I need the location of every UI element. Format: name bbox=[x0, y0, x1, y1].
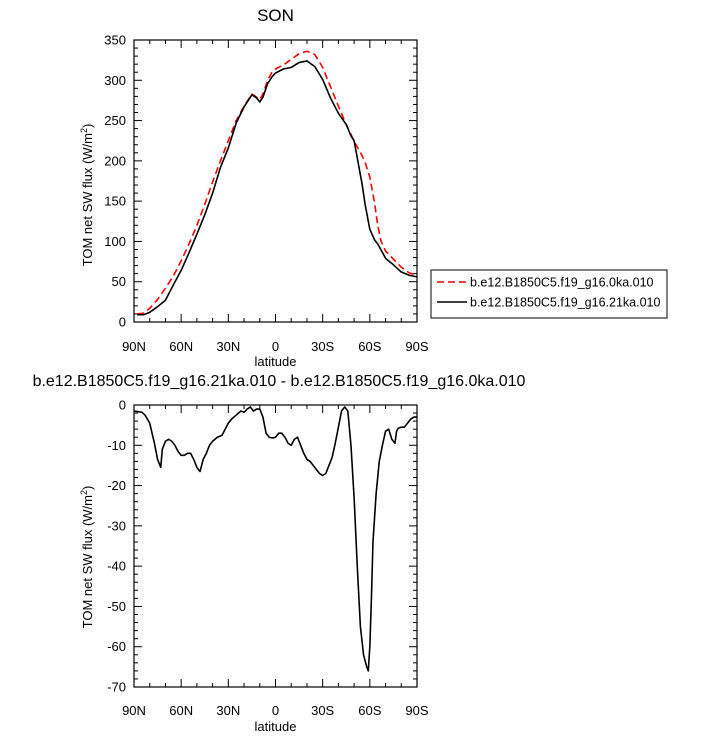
x-tick-label: 30N bbox=[216, 339, 240, 354]
y-tick-label: 350 bbox=[104, 33, 126, 48]
x-tick-label: 30S bbox=[311, 339, 334, 354]
y-tick-label: 300 bbox=[104, 73, 126, 88]
legend-label-2: b.e12.B1850C5.f19_g16.21ka.010 bbox=[470, 296, 660, 310]
y-tick-label: -30 bbox=[107, 518, 126, 533]
x-tick-label: 60N bbox=[169, 703, 193, 718]
x-tick-label: 0 bbox=[272, 703, 279, 718]
x-tick-label: 90S bbox=[405, 703, 428, 718]
y-tick-label: -10 bbox=[107, 438, 126, 453]
y-axis-label-main: TOM net SW flux (W/m bbox=[80, 495, 95, 628]
y-tick-label: -20 bbox=[107, 478, 126, 493]
legend-box bbox=[430, 269, 668, 319]
x-tick-label: 90S bbox=[405, 339, 428, 354]
y-tick-label: -40 bbox=[107, 559, 126, 574]
x-tick-label: 60N bbox=[169, 339, 193, 354]
y-axis-label: TOM net SW flux (W/m2) bbox=[79, 124, 95, 267]
plot-frame bbox=[133, 404, 418, 688]
y-tick-label: -50 bbox=[107, 599, 126, 614]
y-tick-label: -60 bbox=[107, 639, 126, 654]
y-tick-label: -70 bbox=[107, 680, 126, 695]
chart-1: SON 90N 60N 30N 0 30S 60S 90S 0 50 100 150 200 250 300… bbox=[79, 6, 668, 369]
chart-2: b.e12.B1850C5.f19_g16.21ka.010 - b.e12.B… bbox=[33, 373, 526, 734]
y-tick-label: 200 bbox=[104, 153, 126, 168]
plot-frame bbox=[133, 39, 418, 323]
y-axis-label-close: ) bbox=[80, 124, 95, 128]
legend-label-1: b.e12.B1850C5.f19_g16.0ka.010 bbox=[470, 276, 654, 290]
y-axis-label-main: TOM net SW flux (W/m bbox=[80, 133, 95, 266]
y-axis-label-superscript: 2 bbox=[79, 128, 89, 133]
x-axis-label: latitude bbox=[255, 354, 297, 369]
y-axis-label: TOM net SW flux (W/m2) bbox=[79, 486, 95, 629]
x-tick-label: 90N bbox=[122, 339, 146, 354]
y-tick-label: 0 bbox=[119, 398, 126, 413]
x-axis-label: latitude bbox=[255, 719, 297, 734]
y-tick-label: 100 bbox=[104, 234, 126, 249]
y-axis-label-superscript: 2 bbox=[79, 490, 89, 495]
x-tick-label: 0 bbox=[272, 339, 279, 354]
x-tick-label: 30N bbox=[216, 703, 240, 718]
y-axis-label-close: ) bbox=[80, 486, 95, 490]
y-tick-label: 50 bbox=[112, 274, 126, 289]
y-tick-label: 250 bbox=[104, 113, 126, 128]
chart-title: b.e12.B1850C5.f19_g16.21ka.010 - b.e12.B… bbox=[33, 373, 526, 390]
x-tick-label: 30S bbox=[311, 703, 334, 718]
x-tick-label: 90N bbox=[122, 703, 146, 718]
series-line-2 bbox=[137, 60, 418, 316]
series-line-1 bbox=[133, 406, 417, 672]
x-tick-label: 60S bbox=[358, 703, 381, 718]
legend: b.e12.B1850C5.f19_g16.0ka.010 b.e12.B1850… bbox=[430, 269, 668, 319]
y-tick-label: 0 bbox=[119, 315, 126, 330]
x-tick-label: 60S bbox=[358, 339, 381, 354]
chart-title: SON bbox=[257, 6, 294, 25]
series-line-1 bbox=[137, 50, 418, 315]
y-tick-label: 150 bbox=[104, 194, 126, 209]
